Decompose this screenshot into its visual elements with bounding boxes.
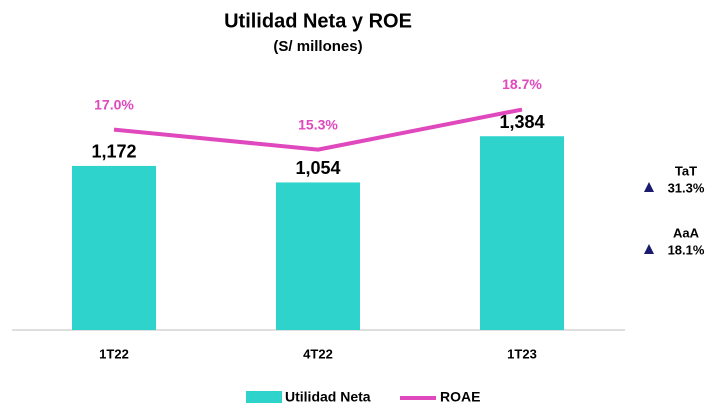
- line-value-label: 18.7%: [502, 76, 542, 92]
- bar-value-label: 1,054: [295, 158, 340, 178]
- up-triangle: [644, 244, 654, 254]
- x-tick-label: 1T23: [507, 346, 537, 361]
- legend-label: ROAE: [440, 389, 480, 405]
- annotation-text: 18.1%: [668, 242, 705, 257]
- bar-value-label: 1,172: [91, 142, 136, 162]
- annotation-text: 31.3%: [668, 180, 705, 195]
- annotation-label: AaA: [673, 225, 700, 240]
- legend-swatch: [246, 391, 282, 403]
- x-tick-label: 1T22: [99, 346, 129, 361]
- line-value-label: 17.0%: [94, 96, 134, 112]
- bar: [72, 165, 156, 330]
- line-value-label: 15.3%: [298, 116, 338, 132]
- up-triangle: [644, 182, 654, 192]
- bar-value-label: 1,384: [499, 112, 544, 132]
- legend-label: Utilidad Neta: [285, 389, 371, 405]
- chart-subtitle: (S/ millones): [273, 38, 362, 55]
- chart-title: Utilidad Neta y ROE: [224, 10, 412, 32]
- bar: [276, 182, 360, 330]
- roae-line: [113, 107, 523, 152]
- annotation-label: TaT: [675, 163, 697, 178]
- x-tick-label: 4T22: [303, 346, 333, 361]
- bar: [480, 136, 564, 330]
